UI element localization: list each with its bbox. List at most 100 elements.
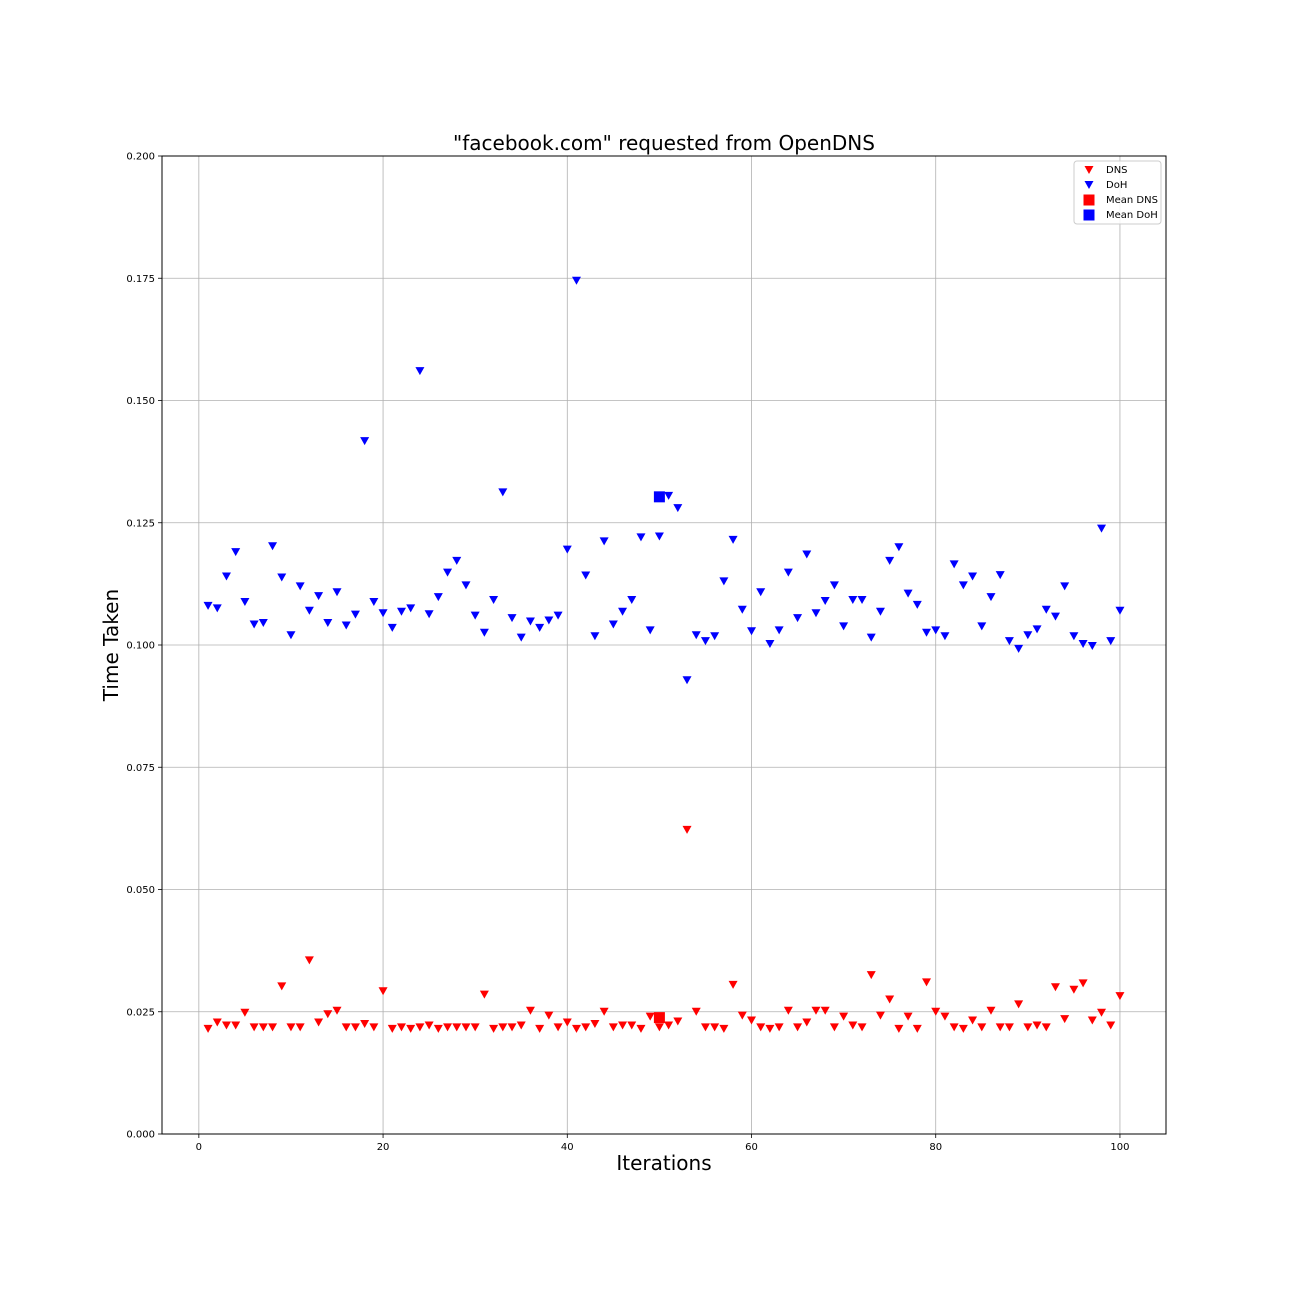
dns-point: [829, 1023, 839, 1032]
dns-point: [369, 1023, 379, 1032]
dns-point: [507, 1023, 517, 1032]
dns-point: [332, 1006, 342, 1015]
dns-point: [535, 1024, 545, 1033]
dns-point: [700, 1023, 710, 1032]
doh-point: [995, 571, 1005, 580]
doh-point: [719, 577, 729, 586]
legend-mean-dns-marker: [1083, 194, 1095, 206]
dns-point: [433, 1024, 443, 1033]
dns-point: [571, 1024, 581, 1033]
dns-point: [443, 1023, 453, 1032]
legend-mean-doh-marker: [1083, 209, 1095, 221]
dns-point: [783, 1006, 793, 1015]
dns-point: [516, 1021, 526, 1030]
doh-point: [912, 600, 922, 609]
doh-point: [544, 616, 554, 625]
doh-point: [756, 588, 766, 597]
y-tick-label: 0.000: [126, 1130, 155, 1141]
doh-point: [286, 631, 296, 640]
dns-point: [885, 995, 895, 1004]
x-axis-title: Iterations: [616, 1151, 711, 1175]
dns-point: [737, 1011, 747, 1020]
x-tick-label: 80: [929, 1142, 942, 1153]
doh-point: [581, 571, 591, 580]
dns-point: [258, 1023, 268, 1032]
dns-point: [489, 1024, 499, 1033]
doh-point: [737, 605, 747, 614]
dns-point: [894, 1024, 904, 1033]
dns-point: [396, 1023, 406, 1032]
doh-point: [811, 609, 821, 618]
doh-point: [341, 621, 351, 630]
dns-point: [304, 956, 314, 965]
dns-point: [940, 1012, 950, 1021]
x-tick-label: 100: [1110, 1142, 1129, 1153]
dns-point: [479, 990, 489, 999]
y-tick-label: 0.150: [126, 396, 155, 407]
dns-point: [793, 1023, 803, 1032]
doh-point: [516, 633, 526, 642]
dns-point: [323, 1010, 333, 1019]
dns-point: [691, 1007, 701, 1016]
doh-point: [793, 614, 803, 623]
dns-point: [627, 1021, 637, 1030]
dns-point: [765, 1024, 775, 1033]
doh-point: [1032, 625, 1042, 634]
doh-point: [415, 367, 425, 376]
doh-point: [1050, 612, 1060, 621]
doh-point: [765, 640, 775, 649]
doh-point: [212, 604, 222, 613]
dns-point: [461, 1023, 471, 1032]
doh-point: [396, 607, 406, 616]
legend-mean-doh-label: Mean DoH: [1106, 210, 1158, 221]
doh-point: [443, 568, 453, 577]
dns-point: [406, 1024, 416, 1033]
y-tick-label: 0.050: [126, 885, 155, 896]
doh-point: [977, 622, 987, 631]
dns-point: [1032, 1021, 1042, 1030]
doh-point: [571, 276, 581, 285]
doh-point: [498, 488, 508, 497]
doh-point: [433, 593, 443, 602]
dns-point: [922, 978, 932, 987]
doh-point: [406, 604, 416, 613]
dns-point: [802, 1018, 812, 1027]
doh-point: [599, 537, 609, 546]
doh-point: [664, 491, 674, 500]
mean-doh-marker: [653, 491, 665, 503]
doh-point: [295, 582, 305, 591]
doh-point: [608, 620, 618, 629]
doh-point: [636, 533, 646, 542]
dns-point: [839, 1012, 849, 1021]
dns-point: [553, 1023, 563, 1032]
legend-dns-marker: [1084, 166, 1094, 174]
dns-point: [581, 1023, 591, 1032]
doh-point: [304, 606, 314, 615]
doh-point: [553, 611, 563, 620]
dns-point: [968, 1016, 978, 1025]
doh-point: [360, 437, 370, 446]
doh-point: [922, 628, 932, 637]
dns-point: [903, 1012, 913, 1021]
dns-point: [986, 1006, 996, 1015]
dns-point: [608, 1023, 618, 1032]
dns-point: [857, 1023, 867, 1032]
dns-point: [811, 1006, 821, 1015]
dns-point: [350, 1023, 360, 1032]
doh-point: [774, 626, 784, 635]
doh-point: [728, 535, 738, 544]
doh-point: [829, 581, 839, 590]
dns-point: [1060, 1015, 1070, 1024]
dns-point: [231, 1021, 241, 1030]
y-tick-label: 0.025: [126, 1007, 155, 1018]
doh-point: [1023, 631, 1033, 640]
doh-point: [461, 581, 471, 590]
dns-point: [682, 825, 692, 834]
dns-point: [1004, 1023, 1014, 1032]
dns-point: [268, 1023, 278, 1032]
doh-point: [562, 545, 572, 554]
dns-point: [314, 1018, 324, 1027]
doh-point: [590, 632, 600, 641]
y-tick-label: 0.200: [126, 152, 155, 163]
chart-title: "facebook.com" requested from OpenDNS: [453, 131, 875, 155]
